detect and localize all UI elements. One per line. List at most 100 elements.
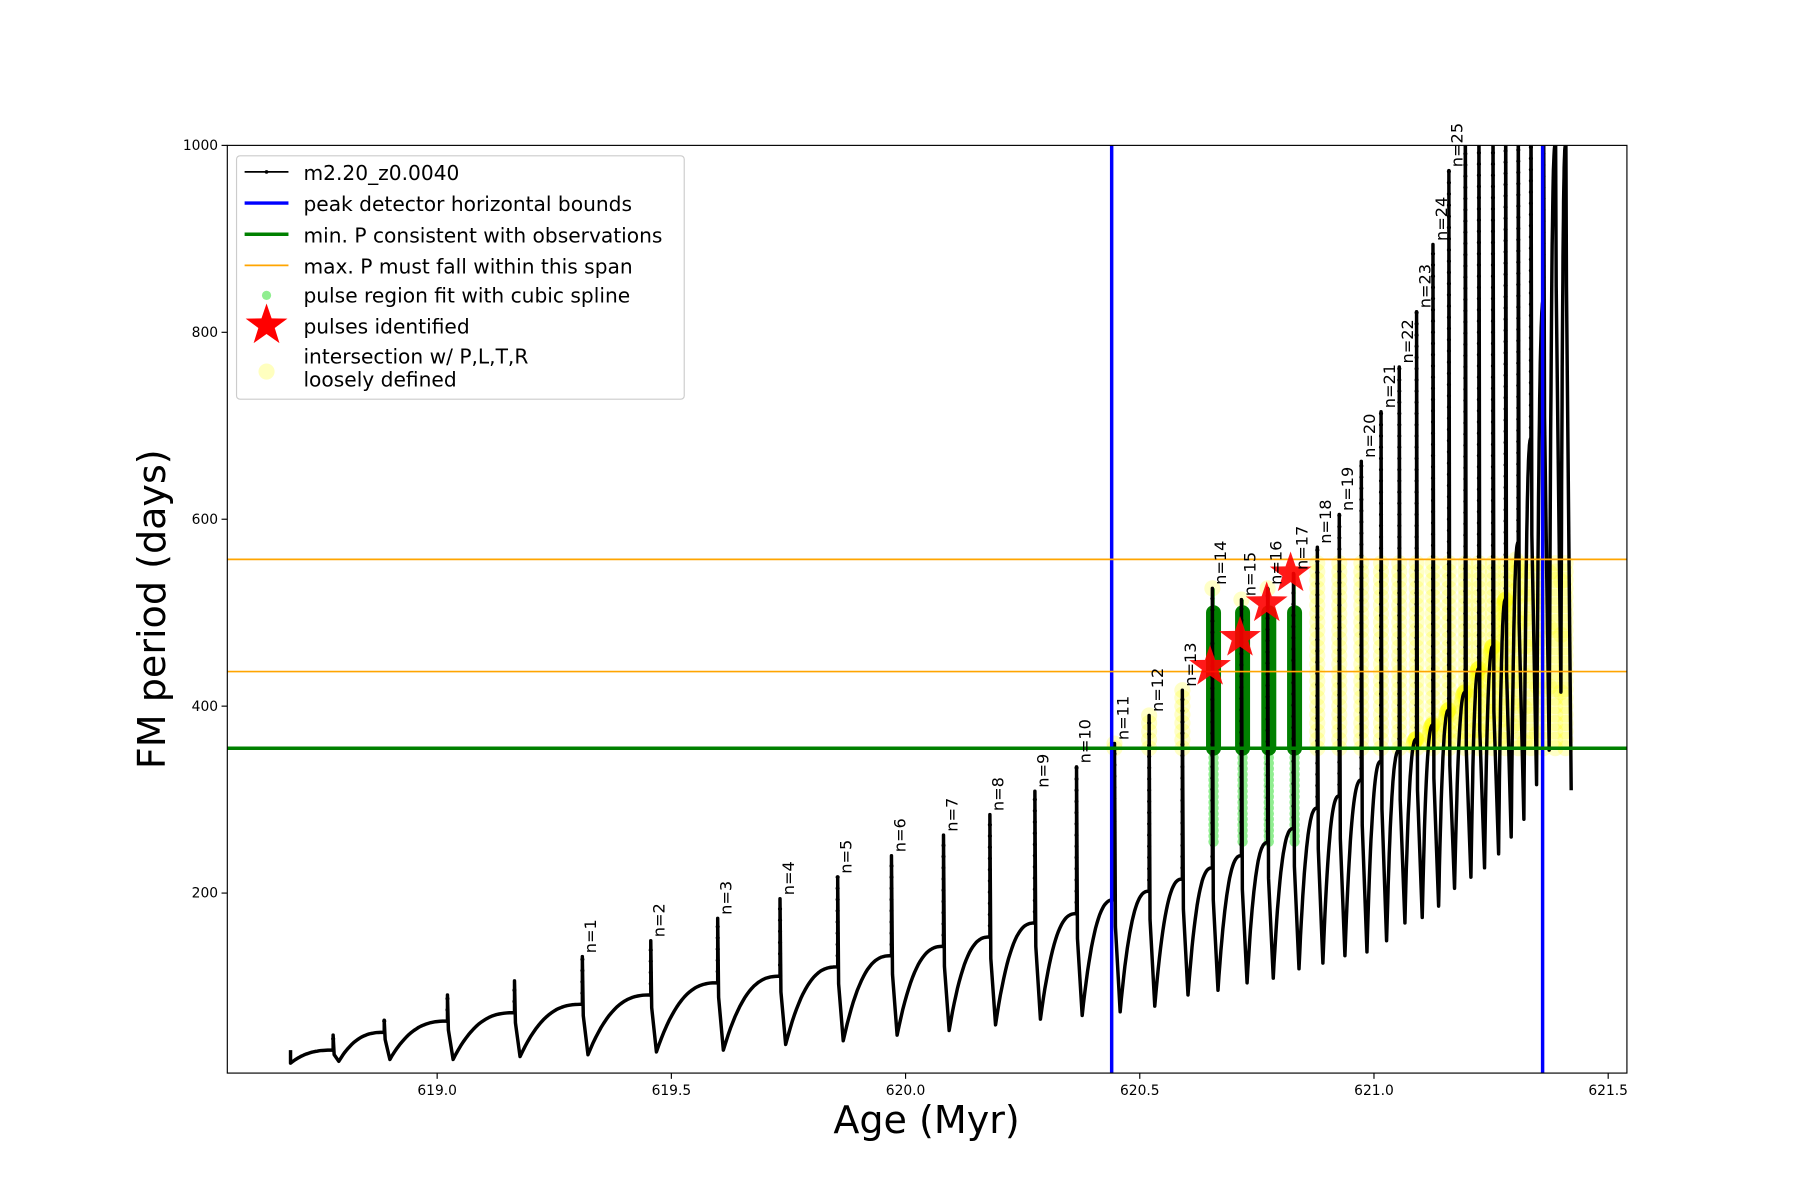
- curve-marker: [1378, 725, 1384, 730]
- curve-marker: [1291, 602, 1296, 607]
- curve-marker: [1446, 416, 1452, 421]
- curve-marker: [1516, 327, 1521, 332]
- curve-marker: [1074, 799, 1079, 804]
- curve-marker: [1315, 547, 1320, 553]
- curve-marker: [1032, 853, 1037, 858]
- curve-marker: [1397, 377, 1402, 383]
- curve-marker: [1463, 611, 1468, 616]
- curve-marker: [1239, 797, 1244, 802]
- curve-marker: [1463, 275, 1468, 280]
- legend-handle-star: [245, 303, 288, 344]
- curve-marker: [1210, 854, 1215, 859]
- y-tick-label: 800: [192, 325, 218, 341]
- legend-label-min-p: min. P consistent with observations: [303, 223, 662, 247]
- curve-marker: [1516, 226, 1521, 231]
- curve-marker: [1503, 485, 1508, 490]
- pulse-label: n=15: [1240, 552, 1259, 596]
- curve-marker: [1032, 864, 1037, 869]
- curve-marker: [1463, 297, 1468, 302]
- curve-marker: [1490, 498, 1496, 503]
- curve-marker: [1503, 541, 1508, 546]
- curve-marker: [1528, 290, 1533, 296]
- curve-marker: [1476, 386, 1481, 391]
- curve-marker: [1397, 490, 1402, 495]
- curve-marker: [1463, 387, 1468, 392]
- curve-marker: [1397, 456, 1402, 461]
- curve-marker: [1516, 529, 1521, 534]
- curve-marker: [1239, 763, 1244, 769]
- curve-marker: [1315, 727, 1320, 732]
- curve-marker: [1397, 366, 1402, 371]
- curve-marker: [1516, 170, 1521, 175]
- curve-marker: [1446, 696, 1452, 701]
- curve-marker: [1528, 335, 1533, 340]
- curve-marker: [1490, 319, 1496, 324]
- legend-label-bounds: peak detector horizontal bounds: [303, 192, 632, 216]
- curve-marker: [1463, 600, 1468, 605]
- legend-handle-curve-marker: [264, 170, 269, 174]
- curve-marker: [1112, 819, 1117, 824]
- curve-marker: [941, 843, 946, 848]
- legend-label-spline: pulse region fit with cubic spline: [303, 283, 630, 307]
- legend-handle-spline: [261, 290, 272, 300]
- curve-marker: [1378, 422, 1384, 427]
- curve-marker: [1446, 651, 1452, 656]
- curve-marker: [1147, 855, 1152, 860]
- curve-marker: [1490, 408, 1496, 413]
- curve-marker: [1239, 819, 1244, 825]
- curve-marker: [1476, 655, 1481, 660]
- loose-intersection-point: [1547, 698, 1564, 715]
- curve-marker: [1414, 647, 1419, 652]
- curve-marker: [1490, 442, 1496, 447]
- curve-marker: [1414, 658, 1419, 663]
- curve-marker: [1430, 386, 1436, 391]
- curve-marker: [987, 901, 992, 906]
- curve-marker: [1337, 715, 1342, 720]
- curve-marker: [1210, 596, 1215, 601]
- curve-marker: [1112, 796, 1117, 801]
- curve-marker: [1397, 534, 1402, 540]
- curve-marker: [1463, 219, 1468, 224]
- curve-marker: [1446, 606, 1452, 612]
- curve-marker: [1430, 330, 1436, 335]
- curve-marker: [1337, 737, 1342, 742]
- curve-marker: [1476, 576, 1481, 582]
- curve-marker: [1359, 643, 1364, 648]
- curve-marker: [1397, 568, 1402, 573]
- curve-marker: [1503, 507, 1508, 512]
- curve-marker: [1397, 546, 1402, 551]
- curve-marker: [1430, 677, 1436, 683]
- curve-marker: [1503, 451, 1508, 456]
- curve-marker: [1516, 147, 1521, 153]
- curve-marker: [1528, 212, 1533, 217]
- curve-marker: [1265, 739, 1270, 744]
- curve-marker: [1446, 528, 1452, 533]
- curve-marker: [1446, 539, 1452, 544]
- curve-marker: [1147, 833, 1152, 838]
- curve-marker: [1490, 487, 1496, 492]
- curve-marker: [1337, 793, 1342, 798]
- curve-marker: [1239, 606, 1244, 612]
- curve-marker: [1359, 665, 1364, 670]
- x-tick-label: 619.5: [652, 1083, 692, 1099]
- curve-marker: [1359, 531, 1364, 536]
- curve-marker: [1446, 562, 1452, 567]
- curve-marker: [1446, 438, 1452, 443]
- curve-marker: [1490, 206, 1496, 212]
- curve-marker: [1516, 181, 1521, 186]
- pulse-label: n=14: [1211, 541, 1230, 585]
- curve-marker: [1490, 453, 1496, 458]
- curve-marker: [1397, 422, 1402, 427]
- curve-marker: [1430, 633, 1436, 638]
- legend: m2.20_z0.0040 peak detector horizontal b…: [235, 155, 685, 400]
- curve-marker: [1463, 174, 1468, 179]
- curve-marker: [1490, 599, 1496, 604]
- curve-marker: [1359, 508, 1364, 513]
- curve-marker: [1359, 620, 1364, 626]
- curve-marker: [1378, 635, 1384, 641]
- loose-intersection-point: [1484, 731, 1502, 748]
- curve-marker: [1414, 321, 1419, 326]
- curve-marker: [1463, 398, 1468, 403]
- curve-marker: [1397, 590, 1402, 596]
